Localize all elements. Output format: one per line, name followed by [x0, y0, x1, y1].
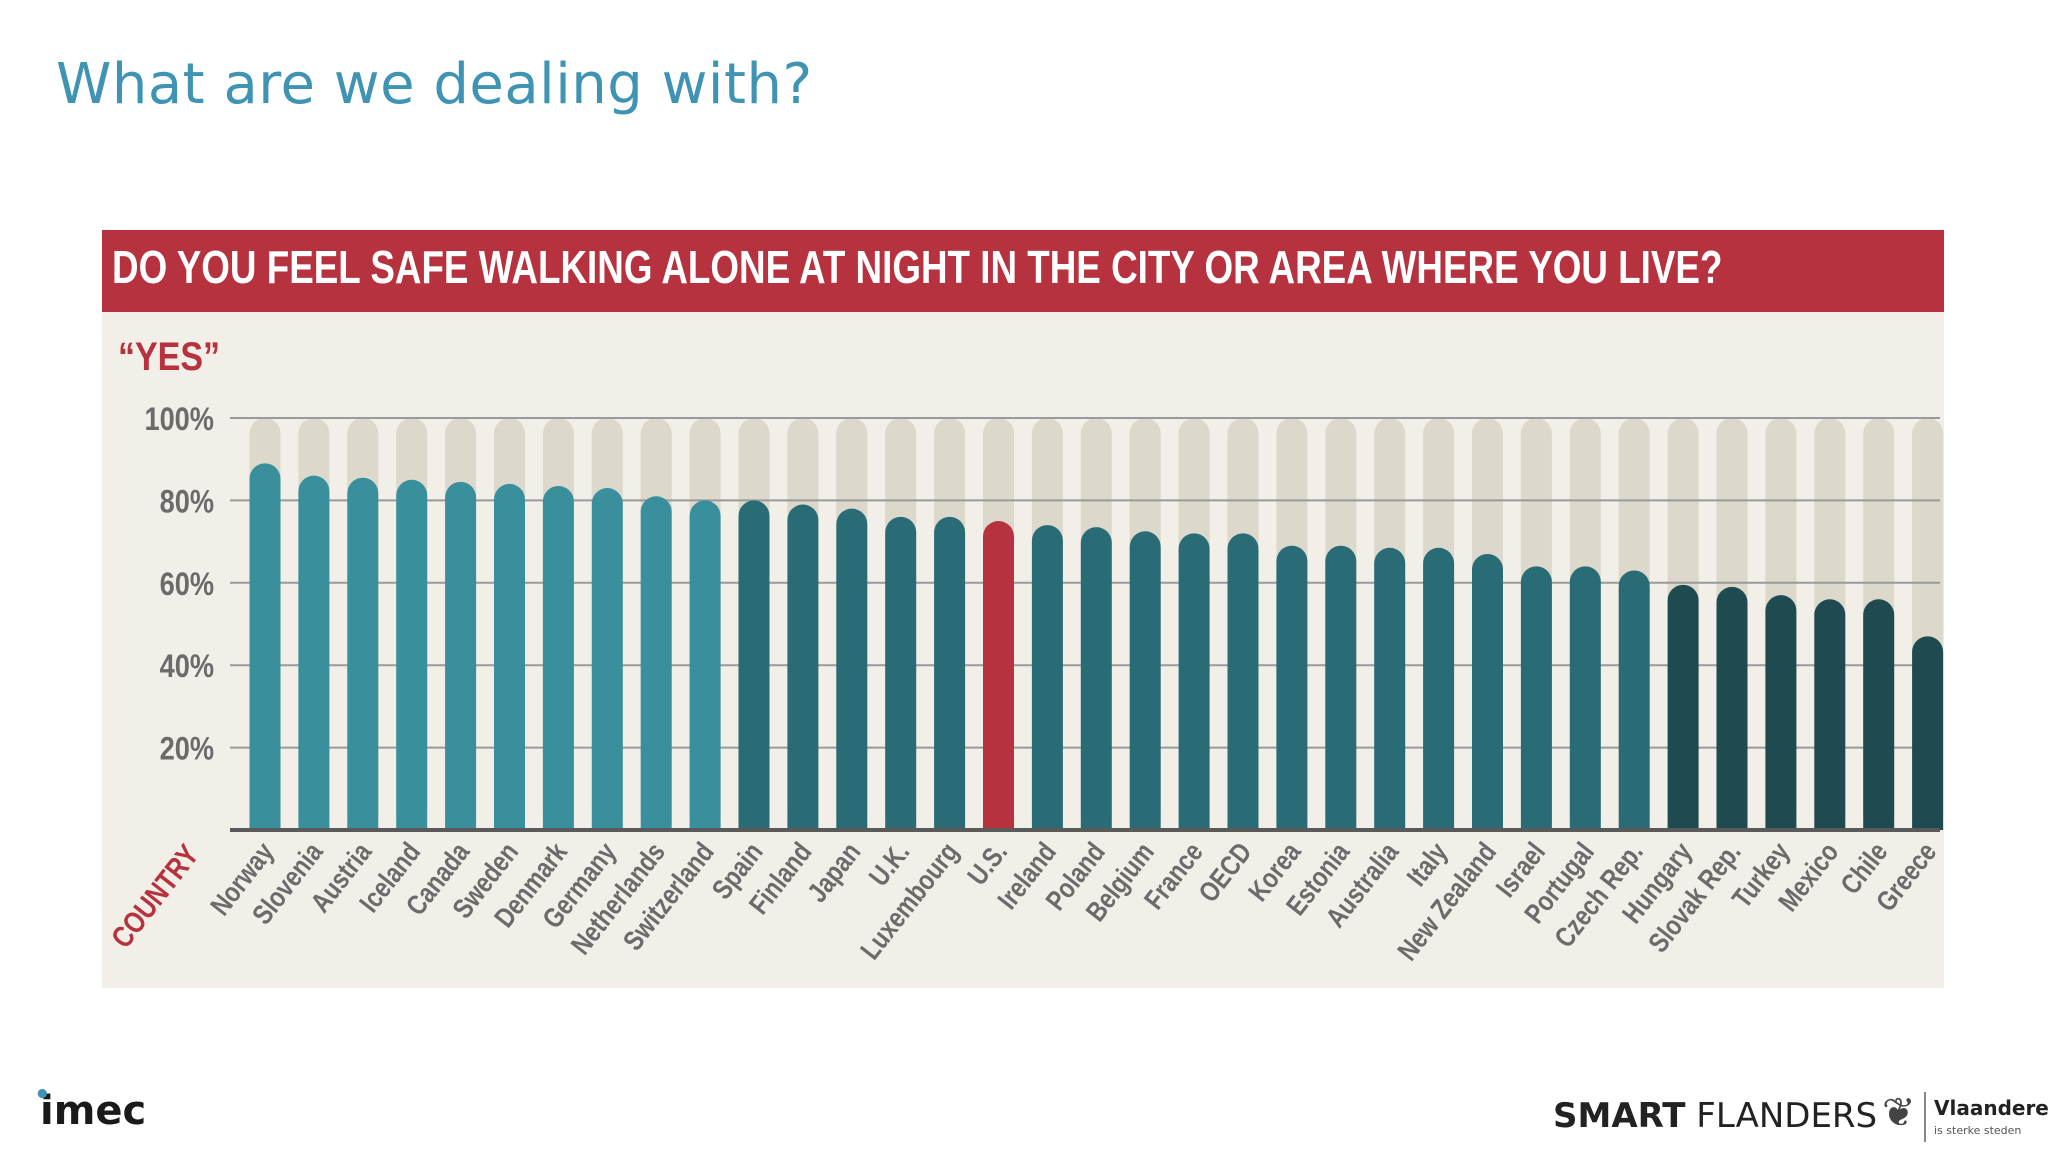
- bar-iceland: [396, 479, 428, 830]
- bar-new-zealand: [1472, 554, 1503, 830]
- chart-title-banner: DO YOU FEEL SAFE WALKING ALONE AT NIGHT …: [102, 230, 1944, 312]
- bar-israel: [1520, 566, 1552, 830]
- bar-poland: [1080, 527, 1112, 830]
- smart-flanders-rest: FLANDERS: [1685, 1096, 1878, 1136]
- y-tick-label: 80%: [160, 484, 214, 520]
- slide-title: What are we dealing with?: [56, 52, 813, 117]
- bar-germany: [591, 488, 623, 830]
- imec-logo: • imec: [34, 1080, 147, 1134]
- smart-flanders-bold: SMART: [1553, 1096, 1686, 1136]
- y-tick-label: 60%: [160, 567, 214, 603]
- chart-title: DO YOU FEEL SAFE WALKING ALONE AT NIGHT …: [112, 241, 1723, 293]
- bar-portugal: [1569, 566, 1601, 830]
- vlaanderen-logo: ❦ Vlaanderen is sterke steden: [1882, 1090, 2048, 1150]
- lion-icon: ❦: [1882, 1091, 1916, 1135]
- x-tick-label: OECD: [1193, 837, 1258, 908]
- y-tick-label: 40%: [160, 649, 214, 685]
- y-tick-label: 20%: [160, 732, 214, 768]
- bar-oecd: [1227, 533, 1259, 830]
- bar-luxembourg: [934, 516, 966, 830]
- y-tick-label: 100%: [144, 402, 214, 438]
- bar-sweden: [494, 483, 525, 830]
- bar-hungary: [1667, 584, 1699, 830]
- bar-czech-rep: [1618, 570, 1650, 830]
- bar-mexico: [1814, 599, 1846, 830]
- bar-chile: [1863, 599, 1895, 830]
- bar-ireland: [1031, 525, 1063, 830]
- bar-japan: [836, 508, 868, 830]
- bar-estonia: [1325, 545, 1357, 830]
- vlaanderen-divider: [1924, 1092, 1926, 1142]
- x-tick-label: Japan: [802, 837, 867, 908]
- bar-norway: [249, 463, 281, 830]
- bar-korea: [1276, 545, 1308, 830]
- bar-belgium: [1129, 531, 1161, 830]
- smart-flanders-logo: SMART FLANDERS: [1553, 1096, 1877, 1136]
- imec-logo-text: imec: [40, 1088, 147, 1134]
- bar-turkey: [1765, 595, 1797, 830]
- vlaanderen-name: Vlaanderen: [1934, 1096, 2048, 1120]
- bar-australia: [1374, 547, 1406, 830]
- bar-u-k: [885, 516, 917, 830]
- bar-greece: [1912, 636, 1944, 830]
- bar-denmark: [542, 485, 574, 830]
- bar-austria: [347, 477, 379, 830]
- x-axis-title: COUNTRY: [104, 838, 205, 954]
- vlaanderen-tagline: is sterke steden: [1934, 1124, 2022, 1137]
- y-axis-title: “YES”: [118, 333, 220, 378]
- imec-logo-dot: •: [34, 1080, 51, 1110]
- bar-france: [1178, 533, 1210, 830]
- bar-u-s: [983, 521, 1014, 830]
- bar-canada: [445, 481, 477, 830]
- bar-slovak-rep: [1716, 586, 1748, 830]
- bar-switzerland: [689, 500, 721, 830]
- bar-finland: [787, 504, 819, 830]
- bar-netherlands: [640, 496, 672, 830]
- bar-slovenia: [298, 475, 330, 830]
- bar-spain: [738, 500, 770, 830]
- bar-italy: [1423, 547, 1455, 830]
